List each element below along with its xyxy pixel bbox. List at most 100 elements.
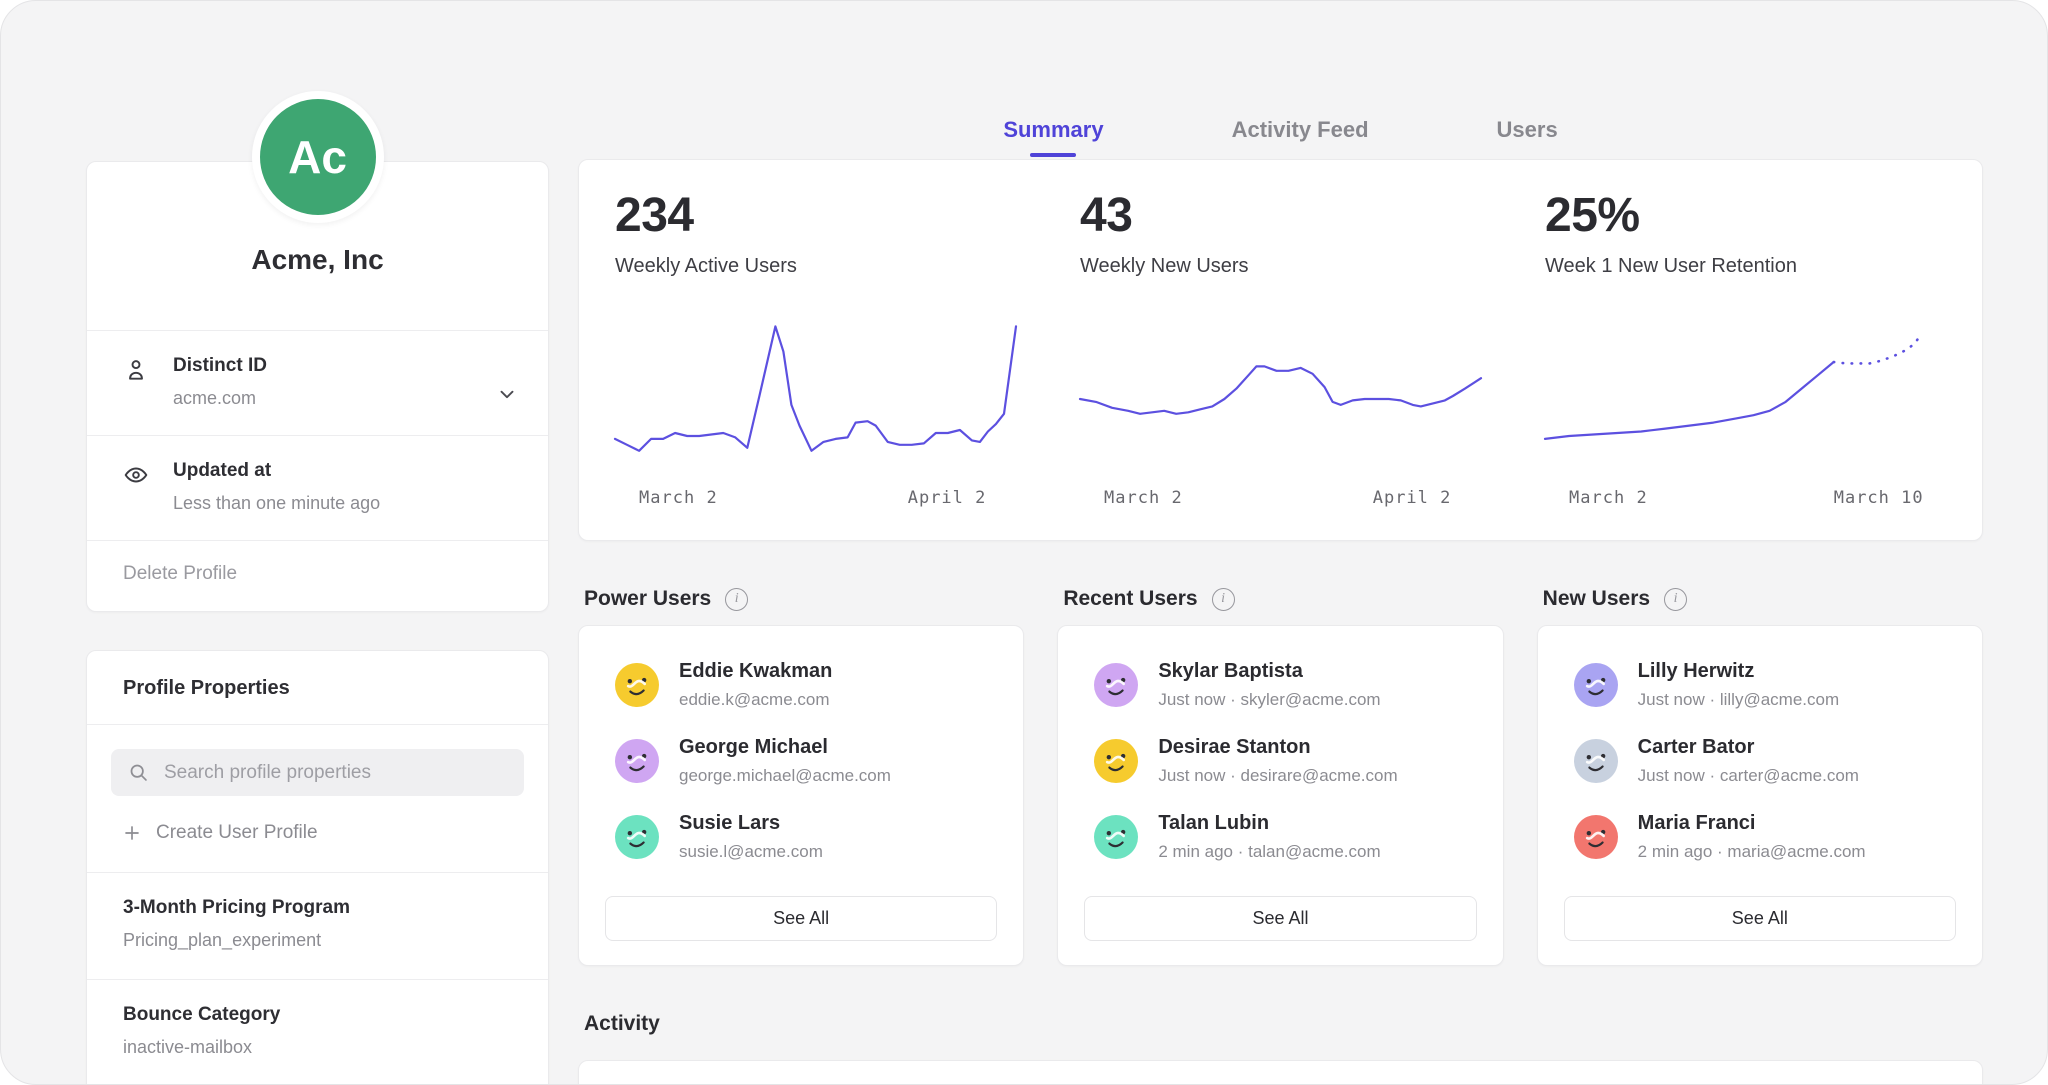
- user-row[interactable]: Lilly Herwitz Just now · lilly@acme.com: [1564, 656, 1956, 732]
- new-users-section: New Users Lilly Herwitz Just now · lilly…: [1536, 575, 1983, 966]
- week1-retention-sparkline: [1543, 332, 1924, 441]
- profile-card: Ac Acme, Inc Distinct ID acme.com: [86, 91, 549, 612]
- user-name: Susie Lars: [679, 812, 781, 834]
- divider: [87, 435, 548, 436]
- user-avatar: [615, 663, 659, 707]
- divider: [87, 330, 548, 331]
- info-icon[interactable]: [1211, 587, 1235, 611]
- property-value: inactive-mailbox: [123, 1037, 253, 1057]
- user-detail: Just now · carter@acme.com: [1637, 766, 1859, 785]
- weekly-active-users-sparkline: [613, 325, 1018, 452]
- user-name: Carter Bator: [1637, 736, 1755, 758]
- company-avatar: Ac: [251, 91, 384, 223]
- info-icon[interactable]: [725, 587, 749, 611]
- tick-label: March 2: [1104, 488, 1183, 508]
- weekly-new-users-sparkline: [1078, 365, 1483, 415]
- activity-title: Activity: [584, 1012, 660, 1035]
- tick-label: March 2: [1569, 488, 1648, 508]
- user-row[interactable]: Eddie Kwakman eddie.k@acme.com: [605, 656, 997, 732]
- user-row[interactable]: Desirae Stanton Just now · desirare@acme…: [1084, 732, 1476, 808]
- stat-week1-retention: 25% Week 1 New User Retention March 2 Ma…: [1543, 188, 1946, 540]
- user-name: Skylar Baptista: [1158, 660, 1303, 682]
- search-profile-properties-box[interactable]: [111, 749, 524, 796]
- delete-profile-button[interactable]: Delete Profile: [87, 541, 548, 611]
- divider: [87, 872, 548, 873]
- new-users-header: New Users: [1537, 575, 1983, 623]
- tick-label: April 2: [1372, 488, 1452, 508]
- user-avatar: [1573, 739, 1618, 783]
- user-detail: Just now · skyler@acme.com: [1158, 690, 1381, 709]
- activity-section: Activity 234 240 3.4k: [578, 1012, 1983, 1084]
- user-detail: eddie.k@acme.com: [679, 690, 830, 709]
- power-users-card: Eddie Kwakman eddie.k@acme.com George Mi…: [578, 625, 1025, 966]
- property-row-bounce-category[interactable]: Bounce Category inactive-mailbox: [87, 980, 548, 1084]
- new-users-see-all-button[interactable]: See All: [1563, 896, 1956, 941]
- user-text: Carter Bator Just now · carter@acme.com: [1638, 736, 1859, 786]
- user-text: Susie Lars susie.l@acme.com: [679, 812, 823, 862]
- profile-properties-card: Profile Properties Create User Profile 3…: [86, 650, 549, 1084]
- info-icon[interactable]: [1664, 587, 1688, 611]
- distinct-id-row: Distinct ID acme.com: [87, 331, 548, 435]
- stat-value: 25%: [1545, 189, 1640, 242]
- eye-icon: [123, 462, 149, 488]
- user-name: Desirae Stanton: [1158, 736, 1311, 758]
- power-users-see-all-button[interactable]: See All: [605, 896, 998, 941]
- x-axis-ticks: March 2 April 2: [1080, 486, 1481, 514]
- tick-label: April 2: [907, 488, 987, 508]
- user-text: Maria Franci 2 min ago · maria@acme.com: [1638, 812, 1866, 862]
- user-row[interactable]: Talan Lubin 2 min ago · talan@acme.com: [1084, 808, 1476, 884]
- recent-users-card: Skylar Baptista Just now · skyler@acme.c…: [1057, 625, 1504, 966]
- user-text: Desirae Stanton Just now · desirare@acme…: [1158, 736, 1397, 786]
- user-avatar: [615, 815, 659, 859]
- chevron-down-icon[interactable]: [496, 383, 518, 405]
- power-users-title: Power Users: [584, 587, 712, 610]
- updated-at-row: Updated at Less than one minute ago: [87, 436, 548, 540]
- user-avatar: [1573, 815, 1618, 859]
- updated-at-value: Less than one minute ago: [173, 493, 381, 513]
- user-text: Eddie Kwakman eddie.k@acme.com: [679, 660, 832, 710]
- tab-activity-feed[interactable]: Activity Feed: [1228, 117, 1373, 157]
- user-detail: susie.l@acme.com: [679, 842, 823, 861]
- user-name: Eddie Kwakman: [679, 660, 833, 682]
- user-row[interactable]: Susie Lars susie.l@acme.com: [605, 808, 997, 884]
- create-user-profile-button[interactable]: Create User Profile: [111, 796, 330, 866]
- tick-label: March 2: [639, 488, 718, 508]
- profile-properties-title: Profile Properties: [123, 677, 290, 699]
- recent-users-see-all-button[interactable]: See All: [1084, 896, 1477, 941]
- plus-icon: [125, 826, 139, 840]
- new-users-card: Lilly Herwitz Just now · lilly@acme.com …: [1536, 625, 1983, 966]
- user-name: Talan Lubin: [1158, 812, 1270, 834]
- user-row[interactable]: Maria Franci 2 min ago · maria@acme.com: [1564, 808, 1956, 884]
- x-axis-ticks: March 2 April 2: [615, 486, 1016, 514]
- user-row[interactable]: Carter Bator Just now · carter@acme.com: [1564, 732, 1956, 808]
- user-name: Lilly Herwitz: [1637, 660, 1755, 682]
- profile-properties-actions: Create User Profile: [87, 725, 548, 872]
- user-text: Skylar Baptista Just now · skyler@acme.c…: [1158, 660, 1380, 710]
- updated-at-text: Updated at Less than one minute ago: [173, 460, 380, 514]
- tab-users[interactable]: Users: [1493, 117, 1562, 157]
- new-users-title: New Users: [1542, 587, 1651, 610]
- user-row[interactable]: George Michael george.michael@acme.com: [605, 732, 997, 808]
- tab-summary[interactable]: Summary: [999, 117, 1107, 157]
- user-text: George Michael george.michael@acme.com: [679, 736, 891, 786]
- user-text: Lilly Herwitz Just now · lilly@acme.com: [1638, 660, 1839, 710]
- user-name: George Michael: [679, 736, 828, 758]
- search-icon: [130, 764, 147, 781]
- property-name: Bounce Category: [123, 1004, 281, 1025]
- company-name: Acme, Inc: [251, 244, 384, 275]
- distinct-id-label: Distinct ID: [173, 355, 267, 376]
- distinct-id-text: Distinct ID acme.com: [173, 355, 267, 409]
- stat-label: Week 1 New User Retention: [1545, 255, 1797, 277]
- user-row[interactable]: Skylar Baptista Just now · skyler@acme.c…: [1084, 656, 1476, 732]
- summary-stats-card: 234 Weekly Active Users March 2 April 2 …: [578, 159, 1983, 541]
- property-row-pricing-program[interactable]: 3-Month Pricing Program Pricing_plan_exp…: [87, 873, 548, 979]
- user-avatar: [1094, 815, 1139, 859]
- user-text: Talan Lubin 2 min ago · talan@acme.com: [1158, 812, 1380, 862]
- divider: [87, 979, 548, 980]
- search-profile-properties-input[interactable]: [162, 760, 507, 785]
- user-avatar: [1573, 663, 1618, 707]
- divider: [87, 540, 548, 541]
- power-users-section: Power Users Eddie Kwakman eddie.k@acme.c…: [578, 575, 1025, 966]
- stat-weekly-new-users: 43 Weekly New Users March 2 April 2: [1078, 188, 1483, 540]
- distinct-id-value: acme.com: [173, 388, 257, 408]
